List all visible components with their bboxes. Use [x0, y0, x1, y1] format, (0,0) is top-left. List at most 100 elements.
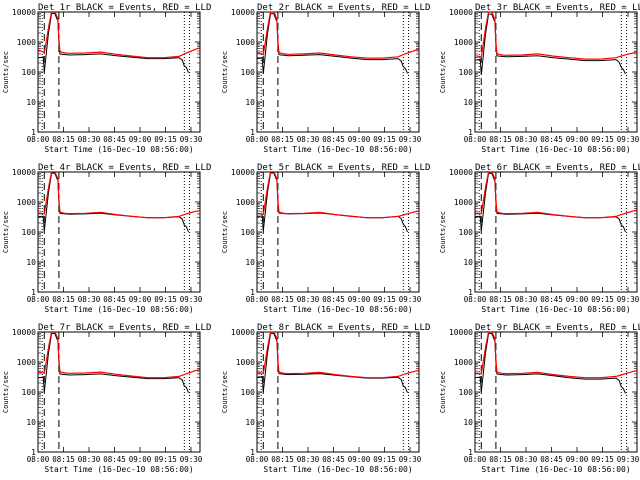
y-tick-label: 1000 [236, 38, 255, 47]
x-tick-label: 09:00 [129, 295, 152, 304]
x-axis-label: Start Time (16-Dec-10 08:56:00) [481, 145, 630, 154]
y-tick-label: 10 [26, 98, 36, 107]
y-axis-label: Counts/sec [221, 371, 229, 413]
x-tick-label: 09:00 [566, 135, 589, 144]
y-tick-label: 100 [22, 388, 37, 397]
x-tick-label: 08:45 [540, 455, 563, 464]
x-tick-label: 09:30 [617, 455, 640, 464]
y-axis-label: Counts/sec [439, 51, 447, 93]
y-tick-label: 10 [463, 258, 473, 267]
x-tick-label: 09:15 [591, 135, 614, 144]
lld-series-line [475, 12, 637, 60]
y-tick-label: 100 [241, 68, 256, 77]
y-axis-label: Counts/sec [221, 51, 229, 93]
y-axis-label: Counts/sec [2, 371, 10, 413]
y-tick-label: 100 [241, 228, 256, 237]
x-tick-label: 09:15 [373, 455, 396, 464]
series-group [38, 172, 200, 233]
x-tick-label: 08:30 [297, 455, 320, 464]
x-tick-label: 09:15 [591, 295, 614, 304]
y-tick-label: 1 [250, 128, 255, 137]
panel-8: Det 8r BLACK = Events, RED = LLD Counts/s… [221, 323, 430, 474]
panel-title: Det 9r BLACK = Events, RED = LLD [475, 323, 640, 333]
y-axis-label: Counts/sec [221, 211, 229, 253]
y-tick-label: 10000 [231, 328, 255, 337]
x-tick-label: 09:00 [348, 135, 371, 144]
plot-frame [37, 171, 201, 293]
x-tick-label: 08:15 [271, 455, 294, 464]
panel-4: Det 4r BLACK = Events, RED = LLD Counts/s… [2, 163, 211, 314]
plot-frame [474, 331, 638, 453]
x-tick-label: 08:45 [540, 135, 563, 144]
events-series-line [475, 332, 626, 394]
y-tick-label: 1 [468, 448, 473, 457]
x-tick-label: 08:30 [515, 135, 538, 144]
series-group [38, 12, 200, 73]
x-tick-label: 08:00 [464, 455, 487, 464]
y-tick-label: 1000 [17, 358, 36, 367]
y-tick-label: 10 [463, 98, 473, 107]
plot-frame [37, 11, 201, 133]
y-tick-label: 10000 [449, 8, 473, 17]
panel-title: Det 5r BLACK = Events, RED = LLD [257, 163, 430, 173]
x-axis-label: Start Time (16-Dec-10 08:56:00) [263, 305, 412, 314]
panel-2: Det 2r BLACK = Events, RED = LLD Counts/s… [221, 3, 430, 154]
series-group [257, 12, 419, 74]
x-tick-label: 09:00 [348, 455, 371, 464]
panel-5: Det 5r BLACK = Events, RED = LLD Counts/s… [221, 163, 430, 314]
x-tick-label: 09:15 [373, 135, 396, 144]
panel-title: Det 8r BLACK = Events, RED = LLD [257, 323, 430, 333]
y-tick-label: 100 [22, 228, 37, 237]
x-tick-label: 08:00 [246, 455, 269, 464]
y-tick-label: 10 [245, 258, 255, 267]
y-tick-label: 1 [31, 448, 36, 457]
y-tick-label: 1 [31, 288, 36, 297]
y-tick-label: 1000 [454, 198, 473, 207]
x-tick-label: 08:15 [489, 455, 512, 464]
x-tick-label: 08:30 [515, 455, 538, 464]
events-series-line [475, 13, 626, 75]
x-tick-label: 08:15 [271, 295, 294, 304]
y-tick-label: 10 [463, 418, 473, 427]
lld-series-line [257, 12, 419, 59]
y-tick-label: 1 [468, 288, 473, 297]
y-tick-label: 1 [468, 128, 473, 137]
x-tick-label: 09:15 [591, 455, 614, 464]
panel-9: Det 9r BLACK = Events, RED = LLD Counts/s… [439, 323, 640, 474]
plot-frame [474, 171, 638, 293]
x-tick-label: 08:45 [103, 135, 126, 144]
panel-6: Det 6r BLACK = Events, RED = LLD Counts/s… [439, 163, 640, 314]
y-tick-label: 10 [245, 418, 255, 427]
panel-7: Det 7r BLACK = Events, RED = LLD Counts/s… [2, 323, 211, 474]
lld-series-line [475, 332, 637, 379]
x-tick-label: 08:45 [322, 455, 345, 464]
events-series-line [257, 13, 408, 74]
lld-series-line [475, 172, 637, 219]
x-tick-label: 08:30 [297, 295, 320, 304]
x-tick-label: 09:00 [566, 295, 589, 304]
x-tick-label: 08:00 [464, 135, 487, 144]
y-tick-label: 10000 [231, 8, 255, 17]
x-tick-label: 09:00 [129, 455, 152, 464]
events-series-line [38, 12, 189, 73]
lld-series-line [38, 332, 200, 379]
x-tick-label: 08:15 [52, 295, 75, 304]
events-series-line [257, 332, 408, 393]
x-tick-label: 08:15 [271, 135, 294, 144]
x-tick-label: 08:15 [489, 295, 512, 304]
x-tick-label: 09:30 [180, 295, 203, 304]
plot-frame [256, 11, 420, 133]
x-tick-label: 09:30 [399, 135, 422, 144]
x-tick-label: 09:15 [373, 295, 396, 304]
panel-title: Det 6r BLACK = Events, RED = LLD [475, 163, 640, 173]
x-tick-label: 08:30 [297, 135, 320, 144]
x-tick-label: 08:00 [27, 455, 50, 464]
y-tick-label: 1 [250, 448, 255, 457]
series-group [257, 172, 419, 233]
y-tick-label: 10 [245, 98, 255, 107]
plot-frame [256, 331, 420, 453]
y-tick-label: 10 [26, 258, 36, 267]
x-axis-label: Start Time (16-Dec-10 08:56:00) [44, 145, 193, 154]
y-axis-label: Counts/sec [2, 211, 10, 253]
